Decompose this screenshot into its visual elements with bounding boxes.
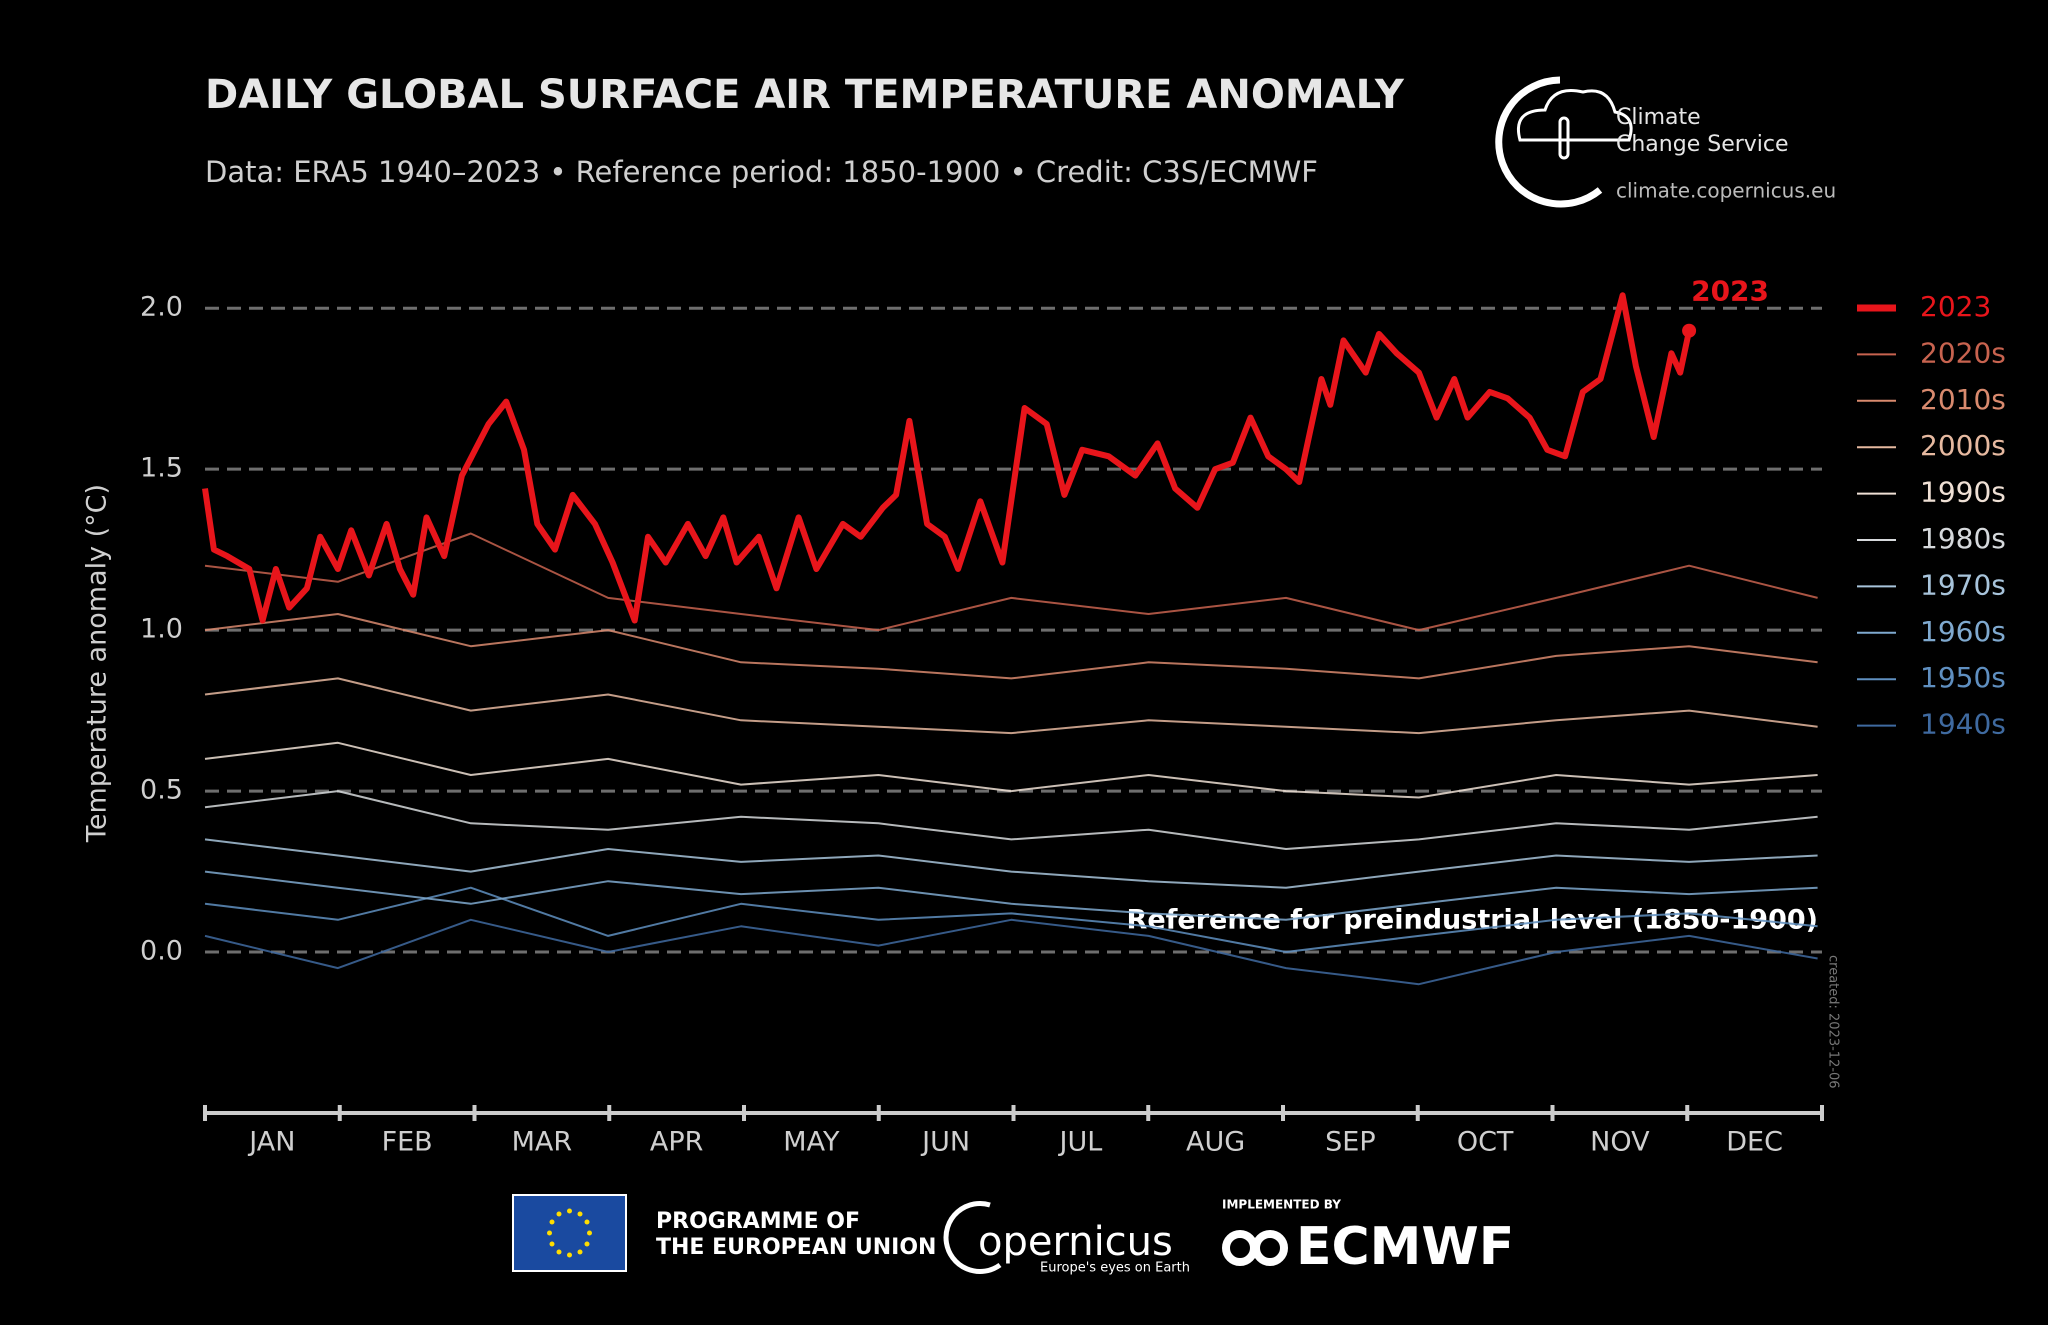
x-tick-label: MAR [512,1127,573,1158]
end-marker [1682,323,1697,338]
logo-url: climate.copernicus.eu [1616,179,1836,203]
x-tick-label: FEB [382,1127,433,1158]
legend-label: 1950s [1920,661,2006,694]
x-tick-label: SEP [1325,1127,1375,1158]
legend-label: 2020s [1920,336,2006,369]
x-tick-label: AUG [1186,1127,1245,1158]
series-line [204,613,1818,680]
reference-annotation: Reference for preindustrial level (1850-… [1127,905,1818,936]
eu-text: THE EUROPEAN UNION [656,1235,936,1260]
x-tick-label: JUL [1057,1127,1102,1158]
copernicus-text: opernicus [978,1219,1173,1265]
legend-label: 1990s [1920,476,2006,509]
series-line [204,918,1818,986]
y-tick-label: 0.5 [140,775,183,806]
ecmwf-text: ECMWF [1296,1217,1514,1277]
series-line [204,790,1818,850]
implemented-text: IMPLEMENTED BY [1222,1198,1341,1212]
eu-flag [512,1194,627,1272]
created-note: created: 2023-12-06 [1826,955,1841,1089]
series-label: 2023 [1691,275,1769,308]
series-line [204,886,1818,953]
logo-cloud [1517,89,1633,142]
chart-title: DAILY GLOBAL SURFACE AIR TEMPERATURE ANO… [205,72,1405,118]
y-tick-label: 2.0 [140,292,183,323]
legend-label: 1960s [1920,615,2006,648]
x-tick-label: DEC [1726,1127,1783,1158]
logo-thermometer [1558,116,1570,160]
x-tick-label: OCT [1457,1127,1514,1158]
series-line [202,292,1693,624]
y-tick-label: 1.5 [140,453,183,484]
eu-text: PROGRAMME OF [656,1209,860,1234]
series-line [204,838,1818,889]
x-tick-label: NOV [1590,1127,1650,1158]
logo-arc [1495,76,1603,208]
series-line [204,677,1818,735]
y-tick-label: 1.0 [140,614,183,645]
legend-label: 1980s [1920,522,2006,555]
legend-label: 2023 [1920,290,1991,323]
x-tick-label: JUN [920,1127,970,1158]
legend-label: 2010s [1920,383,2006,416]
x-tick-label: JAN [247,1127,295,1158]
logo-text: Change Service [1616,132,1789,157]
legend-label: 1970s [1920,568,2006,601]
logo-text: Climate [1616,105,1701,130]
x-tick-label: MAY [783,1127,840,1158]
series-line [204,532,1818,632]
ecmwf-mark [1222,1230,1288,1266]
copernicus-tagline: Europe's eyes on Earth [1040,1261,1190,1276]
copernicus-mark [943,1201,1002,1274]
eu-stars [547,1208,592,1258]
series-line [204,741,1818,799]
chart-subtitle: Data: ERA5 1940–2023 • Reference period:… [205,155,1318,189]
legend-label: 1940s [1920,708,2006,741]
y-tick-label: 0.0 [140,936,183,967]
x-tick-label: APR [650,1127,704,1158]
legend-label: 2000s [1920,429,2006,462]
footer: PROGRAMME OF THE EUROPEAN UNION opernicu… [512,1194,1514,1277]
logo: Climate Change Service climate.copernicu… [1495,76,1836,208]
y-axis-label: Temperature anomaly (°C) [82,484,113,843]
series-line [204,870,1818,921]
